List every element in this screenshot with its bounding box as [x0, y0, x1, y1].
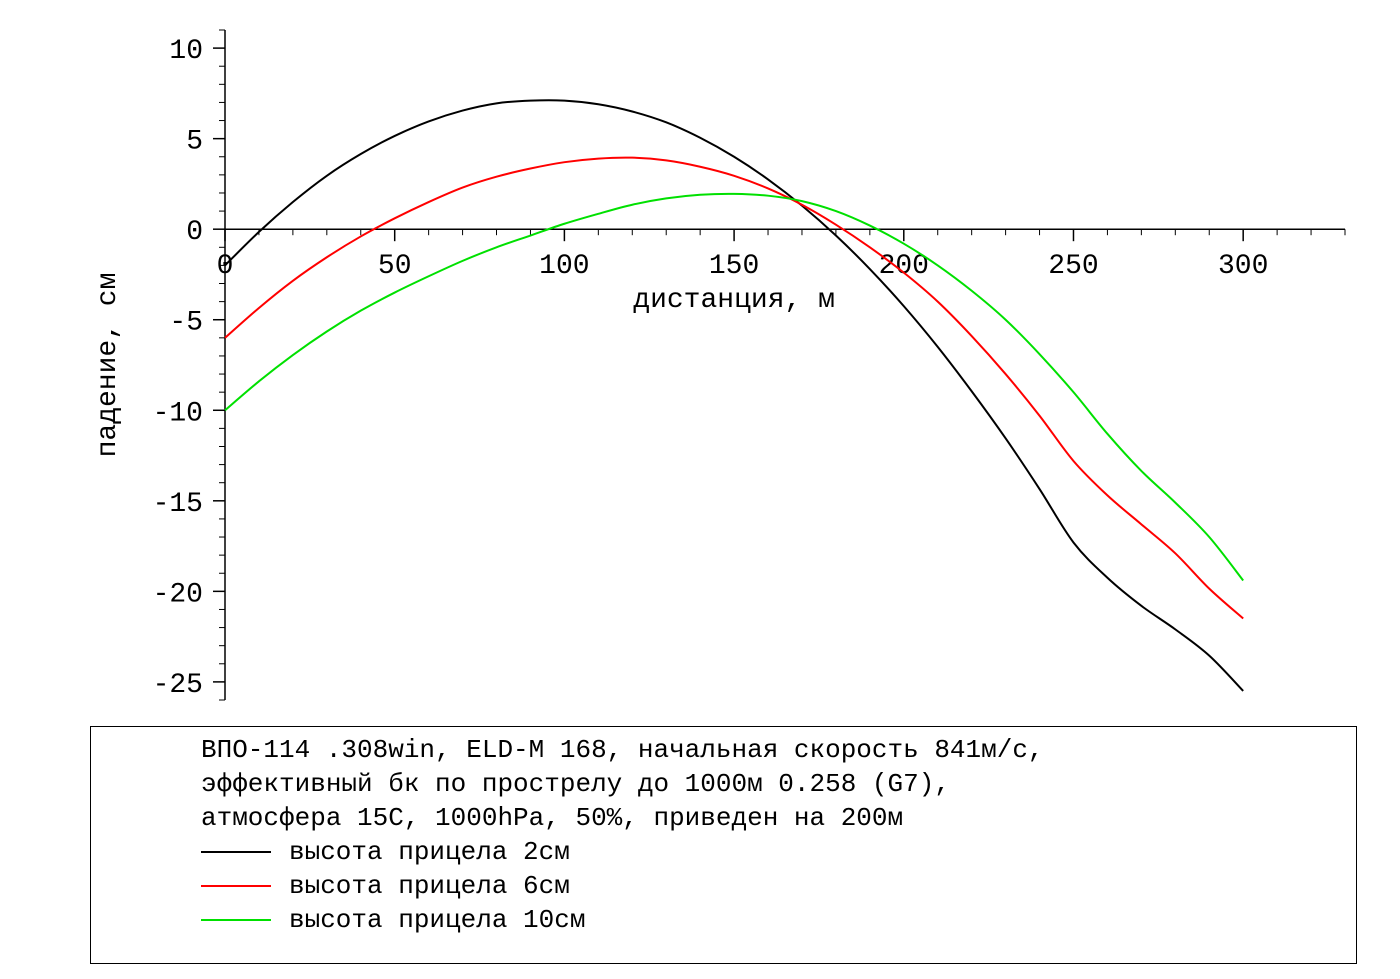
legend-title-line: ВПО-114 .308win, ELD-M 168, начальная ск…	[91, 733, 1356, 767]
y-tick-label: -10	[153, 398, 203, 429]
legend-swatch	[201, 835, 271, 869]
series-s1	[225, 100, 1243, 691]
y-tick-label: -5	[169, 308, 203, 339]
x-axis-label: дистанция, м	[633, 285, 835, 316]
x-tick-label: 150	[709, 251, 759, 282]
legend-title-line: атмосфера 15С, 1000hPa, 50%, приведен на…	[91, 801, 1356, 835]
y-tick-label: 5	[186, 127, 203, 158]
legend-title-line: эффективный бк по прострелу до 1000м 0.2…	[91, 767, 1356, 801]
y-tick-label: -20	[153, 579, 203, 610]
x-tick-label: 50	[378, 251, 412, 282]
x-tick-label: 100	[539, 251, 589, 282]
legend-item-label: высота прицела 10см	[289, 903, 585, 937]
y-tick-label: -15	[153, 489, 203, 520]
x-tick-label: 250	[1048, 251, 1098, 282]
legend-item-label: высота прицела 2см	[289, 835, 570, 869]
y-tick-label: -25	[153, 670, 203, 701]
legend-item-label: высота прицела 6см	[289, 869, 570, 903]
legend-item: высота прицела 2см	[91, 835, 1356, 869]
legend-swatch	[201, 903, 271, 937]
series-s2	[225, 158, 1243, 619]
x-tick-label: 300	[1218, 251, 1268, 282]
legend-item: высота прицела 6см	[91, 869, 1356, 903]
y-tick-label: 10	[169, 36, 203, 67]
y-tick-label: 0	[186, 217, 203, 248]
x-tick-label: 0	[217, 251, 234, 282]
legend-swatch	[201, 869, 271, 903]
x-tick-label: 200	[879, 251, 929, 282]
chart-page: 050100150200250300дистанция, м-25-20-15-…	[0, 0, 1400, 979]
legend-box: ВПО-114 .308win, ELD-M 168, начальная ск…	[90, 726, 1357, 964]
legend-item: высота прицела 10см	[91, 903, 1356, 937]
trajectory-chart: 050100150200250300дистанция, м-25-20-15-…	[0, 0, 1400, 720]
y-axis-label: падение, см	[93, 273, 124, 458]
